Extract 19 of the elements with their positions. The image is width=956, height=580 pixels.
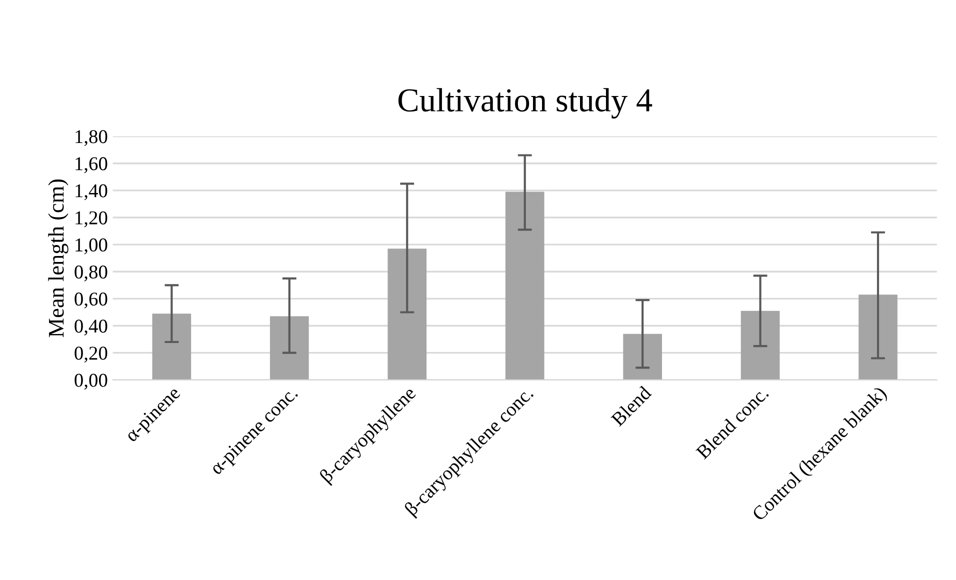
bar — [152, 314, 192, 380]
bar — [270, 316, 309, 380]
y-tick-label: 0,80 — [74, 265, 108, 282]
y-tick-label: 1,00 — [76, 238, 108, 254]
y-tick-label: 0,20 — [74, 346, 108, 363]
bar — [505, 192, 544, 380]
y-tick-label: 0,60 — [74, 292, 108, 308]
y-tick-label: 0,40 — [74, 320, 108, 336]
bar — [740, 310, 780, 380]
bar — [623, 334, 662, 380]
chart-title: Cultivation study 4 — [398, 88, 652, 118]
y-tick-label: 0,00 — [74, 374, 108, 390]
bar — [388, 248, 427, 380]
y-tick-label: 1,20 — [76, 211, 108, 228]
bar — [858, 294, 898, 380]
y-axis-title: Mean length (cm) — [48, 179, 68, 338]
y-tick-label: 1,80 — [76, 130, 108, 146]
y-tick-label: 1,40 — [76, 184, 108, 200]
y-tick-label: 1,60 — [76, 157, 108, 174]
